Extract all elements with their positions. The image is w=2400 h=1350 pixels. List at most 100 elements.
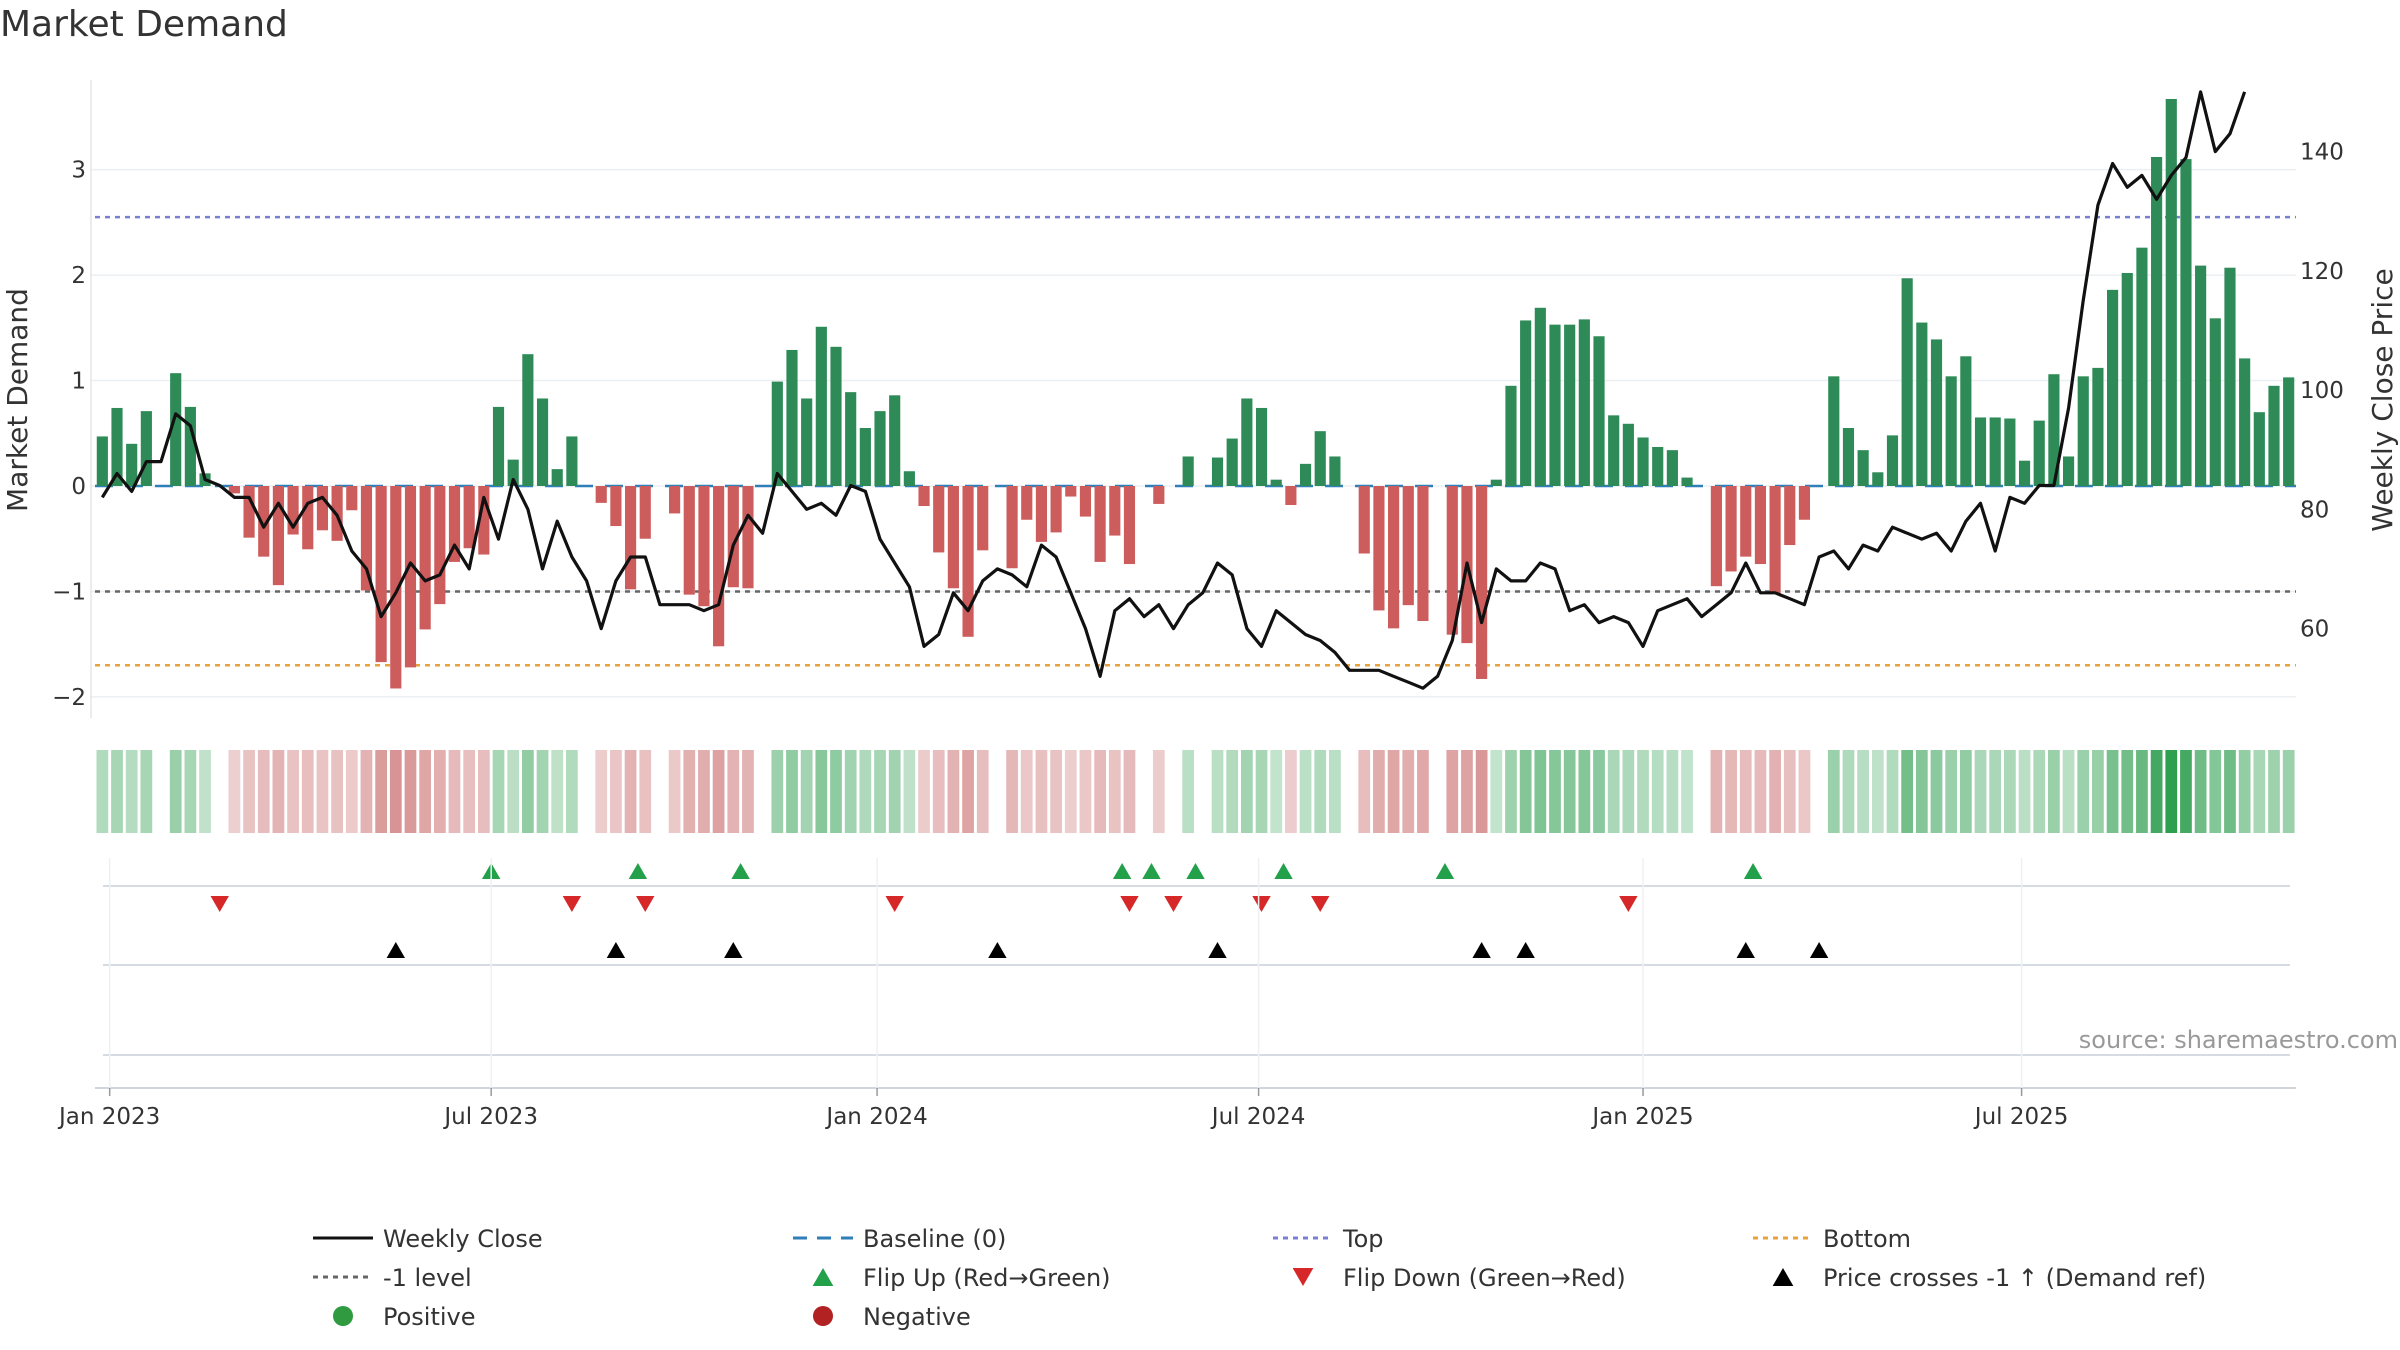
heat-cell bbox=[1226, 750, 1239, 833]
heat-cell bbox=[903, 750, 916, 833]
demand-bar bbox=[2283, 377, 2295, 486]
demand-bar bbox=[962, 486, 974, 637]
chart-title: Market Demand bbox=[0, 4, 288, 45]
heat-cell bbox=[874, 750, 886, 833]
demand-bar bbox=[1388, 486, 1400, 629]
heat-cell bbox=[668, 750, 681, 833]
heat-cell bbox=[111, 750, 123, 833]
demand-bar bbox=[610, 486, 622, 527]
demand-bar bbox=[2195, 265, 2207, 486]
x-tick-label: Jul 2025 bbox=[1973, 1104, 2069, 1130]
demand-bars bbox=[96, 98, 2295, 689]
demand-bar bbox=[698, 486, 710, 607]
heat-cell bbox=[1123, 750, 1136, 833]
legend-label-positive: Positive bbox=[383, 1303, 476, 1331]
demand-bar bbox=[1886, 435, 1899, 486]
heat-cell bbox=[727, 750, 740, 833]
demand-bar bbox=[316, 486, 329, 531]
heat-cell bbox=[698, 750, 710, 833]
legend-swatch-negative bbox=[813, 1306, 833, 1326]
demand-bar bbox=[375, 486, 387, 663]
demand-bar bbox=[2018, 460, 2031, 486]
legend-swatch-price-crosses bbox=[1772, 1268, 1794, 1286]
demand-bar bbox=[1094, 486, 1106, 562]
heat-cell bbox=[888, 750, 901, 833]
demand-bar bbox=[1798, 486, 1811, 520]
demand-bar bbox=[1153, 486, 1165, 504]
demand-bar bbox=[448, 486, 461, 562]
demand-bar bbox=[1123, 486, 1136, 565]
heat-cell bbox=[595, 750, 608, 833]
demand-bar bbox=[669, 486, 681, 514]
legend-swatch-positive bbox=[333, 1306, 353, 1326]
demand-bar bbox=[1681, 477, 1693, 486]
price-cross-marker bbox=[1516, 942, 1535, 958]
heat-cell bbox=[1710, 750, 1723, 833]
demand-bar bbox=[1226, 438, 1238, 486]
right-tick-label: 100 bbox=[2300, 378, 2344, 404]
demand-bar bbox=[463, 486, 475, 549]
heat-cell bbox=[1622, 750, 1635, 833]
heat-cell bbox=[830, 750, 842, 833]
demand-bar bbox=[492, 406, 505, 486]
demand-bar bbox=[419, 486, 431, 630]
demand-bar bbox=[874, 411, 886, 486]
heat-cell bbox=[2062, 750, 2075, 833]
demand-bar bbox=[1446, 486, 1458, 635]
demand-bar bbox=[1593, 336, 1605, 486]
demand-bar bbox=[859, 428, 871, 486]
heat-cell bbox=[1475, 750, 1488, 833]
heat-cell bbox=[199, 750, 211, 833]
heat-cell bbox=[2253, 750, 2266, 833]
heat-cell bbox=[536, 750, 549, 833]
heat-cell bbox=[2224, 750, 2236, 833]
heat-cell bbox=[1827, 750, 1840, 833]
heat-cell bbox=[507, 750, 520, 833]
legend-label-negative: Negative bbox=[863, 1303, 971, 1331]
heat-cell bbox=[1402, 750, 1415, 833]
heat-cell bbox=[551, 750, 564, 833]
legend-label-price-crosses: Price crosses -1 ↑ (Demand ref) bbox=[1823, 1264, 2206, 1292]
heat-cell bbox=[1064, 750, 1077, 833]
left-tick-label: 1 bbox=[71, 369, 86, 395]
demand-bar bbox=[170, 373, 182, 486]
heat-cell bbox=[815, 750, 828, 833]
demand-bar bbox=[1314, 431, 1326, 486]
x-tick-label: Jan 2025 bbox=[1590, 1104, 1693, 1130]
heat-cell bbox=[1857, 750, 1870, 833]
heat-cell bbox=[1108, 750, 1121, 833]
demand-bar bbox=[551, 469, 563, 486]
heat-cell bbox=[2033, 750, 2046, 833]
demand-bar bbox=[1182, 456, 1194, 486]
heat-cell bbox=[624, 750, 637, 833]
heat-cell bbox=[375, 750, 387, 833]
demand-bar bbox=[2151, 156, 2163, 486]
price-cross-marker bbox=[1736, 942, 1755, 958]
flip-down-marker bbox=[1311, 896, 1330, 912]
demand-bar bbox=[1769, 486, 1781, 594]
heat-cell bbox=[2004, 750, 2016, 833]
price-series bbox=[100, 90, 2247, 690]
flip-up-marker bbox=[1274, 863, 1293, 879]
heat-cell bbox=[1563, 750, 1576, 833]
demand-bar bbox=[1490, 479, 1502, 486]
heat-cell bbox=[947, 750, 960, 833]
heat-cell bbox=[1094, 750, 1106, 833]
heat-cell bbox=[2077, 750, 2090, 833]
demand-bar bbox=[536, 398, 549, 486]
heat-cell bbox=[2238, 750, 2251, 833]
left-tick-label: −2 bbox=[52, 685, 86, 711]
heat-cell bbox=[228, 750, 241, 833]
demand-bar bbox=[96, 436, 108, 486]
demand-bar bbox=[1960, 356, 1972, 486]
demand-bar bbox=[1945, 376, 1957, 486]
demand-bar bbox=[111, 407, 123, 486]
heat-cell bbox=[932, 750, 945, 833]
demand-bar bbox=[2165, 98, 2177, 487]
heat-cell bbox=[1739, 750, 1752, 833]
demand-bar bbox=[1549, 324, 1561, 486]
demand-bar bbox=[933, 486, 945, 553]
demand-bar bbox=[478, 486, 490, 555]
heat-cell bbox=[1769, 750, 1781, 833]
price-cross-marker bbox=[1472, 942, 1491, 958]
